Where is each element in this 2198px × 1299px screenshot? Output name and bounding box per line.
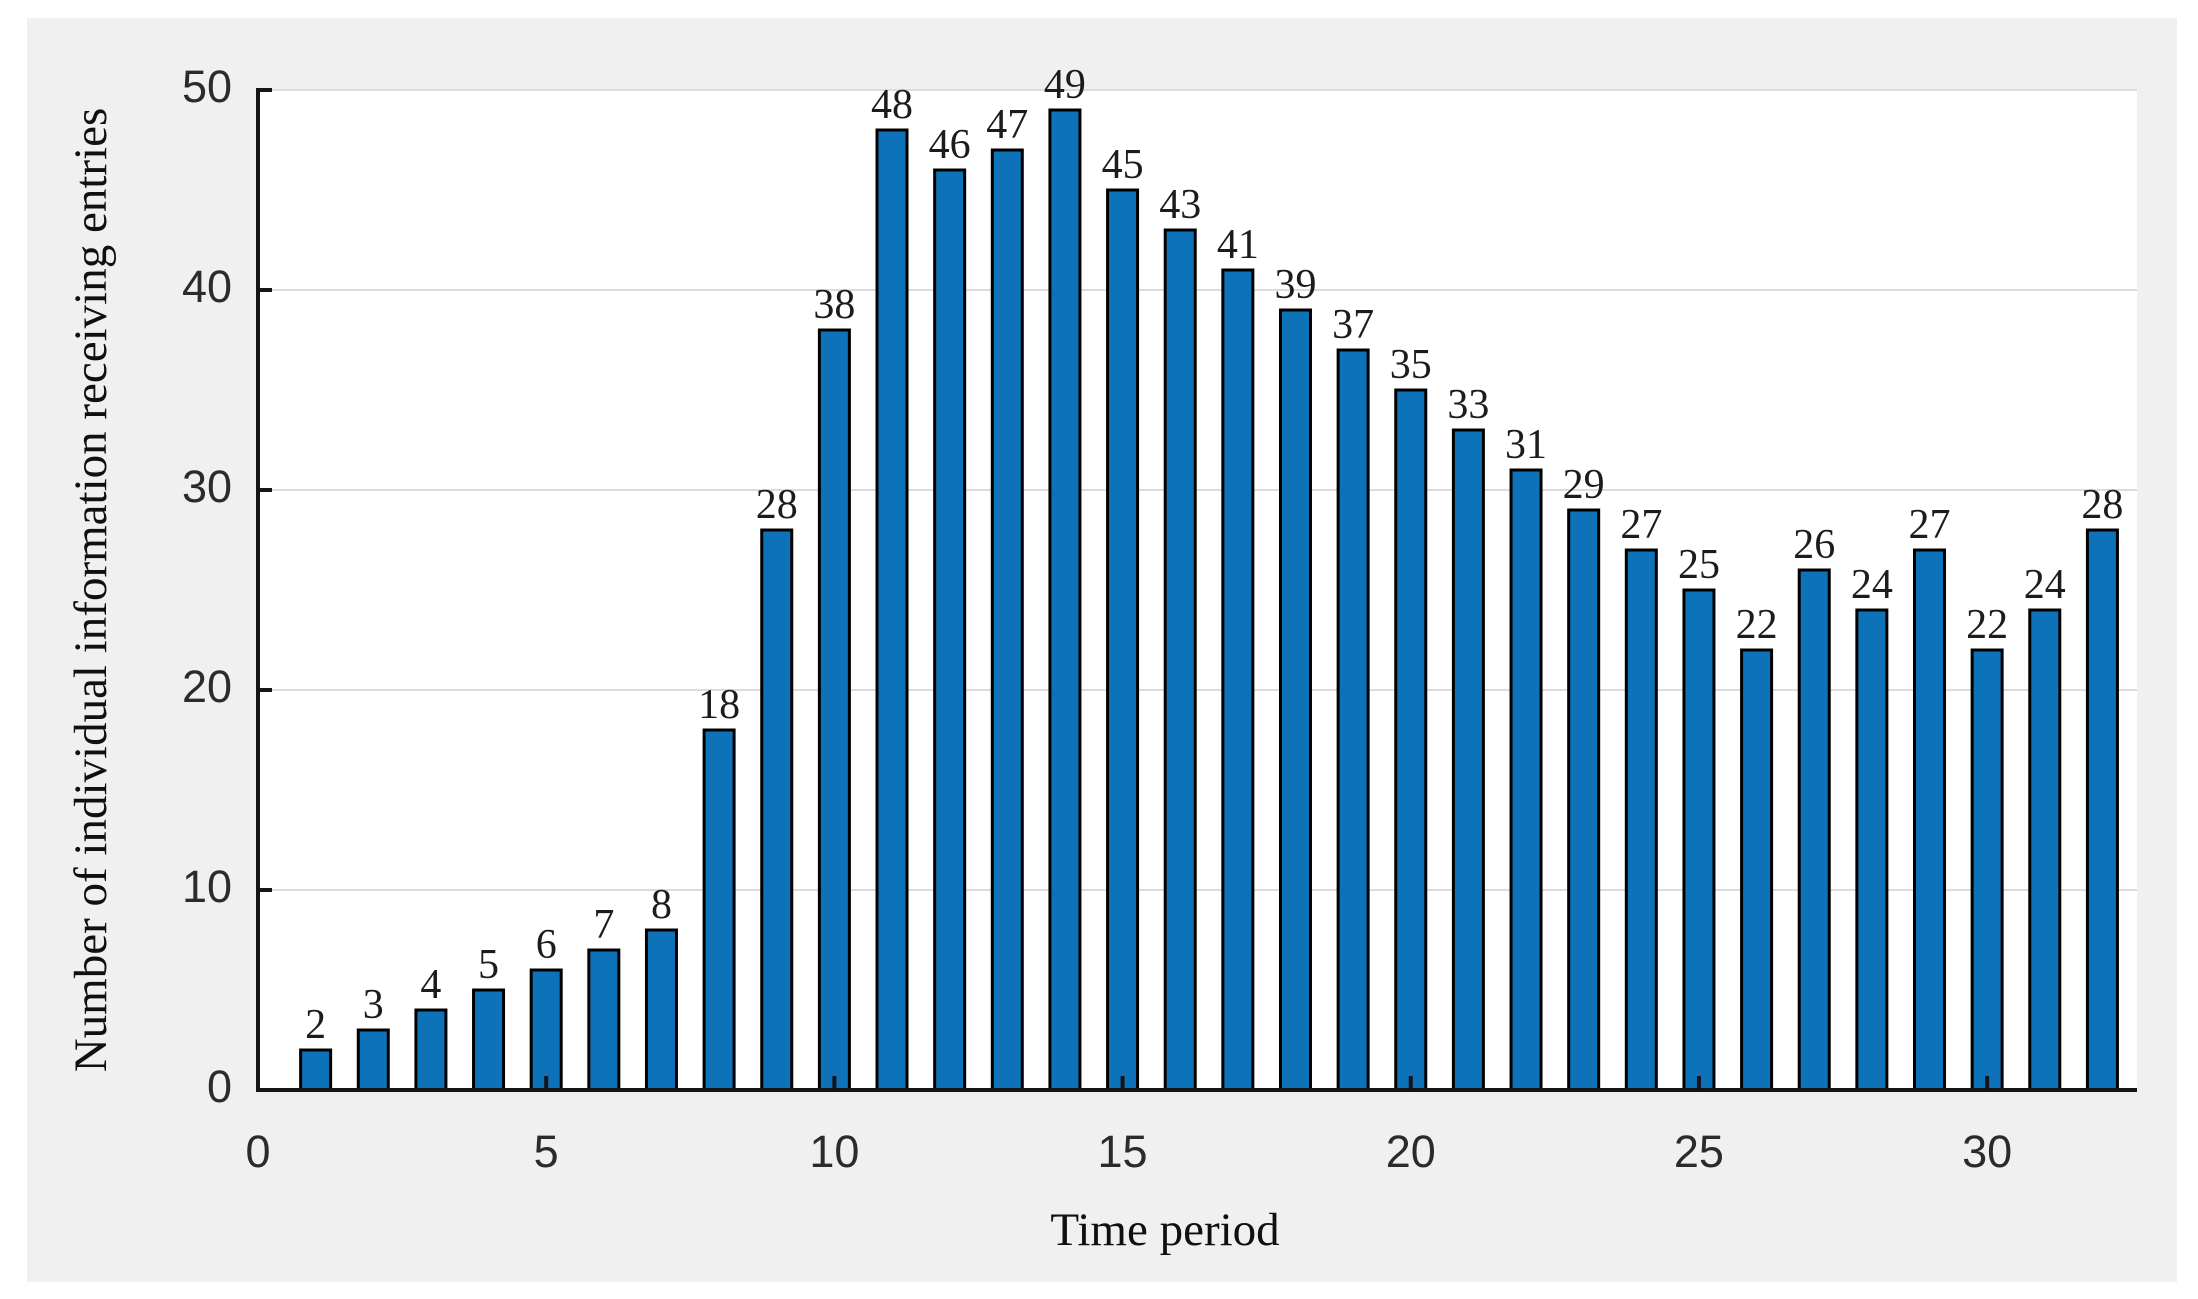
bar-value-label: 5 [478,942,499,988]
bar [644,928,678,1092]
x-tick-label: 25 [1674,1126,1724,1177]
bar-value-label: 24 [2024,562,2066,608]
bar-value-label: 2 [305,1002,326,1048]
bar-value-label: 35 [1390,342,1432,388]
bar [1797,568,1831,1092]
bar-value-label: 25 [1678,542,1720,588]
bar-value-label: 48 [871,82,913,128]
bar [1624,548,1658,1092]
bar-value-label: 18 [698,682,740,728]
bar [1740,648,1774,1092]
y-axis-title: Number of individual information receivi… [65,108,117,1073]
bar-value-label: 29 [1563,462,1605,508]
bar [587,948,621,1092]
bar-value-label: 6 [536,922,557,968]
y-tick-label: 10 [182,861,232,912]
x-axis-title: Time period [1050,1204,1279,1256]
x-tick-label: 0 [245,1126,270,1177]
bar [1913,548,1947,1092]
bar [1394,388,1428,1092]
bar [817,328,851,1092]
x-tick-label: 30 [1962,1126,2012,1177]
bar [1509,468,1543,1092]
y-tick-label: 0 [207,1061,232,1112]
bar [1278,308,1312,1092]
bar [356,1028,390,1092]
bar [1567,508,1601,1092]
bar-value-label: 38 [813,282,855,328]
bar [1106,188,1140,1092]
x-tick-labels: 0 5 10 15 20 25 30 [245,1126,2012,1177]
bar-value-label: 24 [1851,562,1893,608]
bar-value-label: 33 [1447,382,1489,428]
bar [1163,228,1197,1092]
y-tick-label: 40 [182,261,232,312]
bar [1048,108,1082,1092]
y-tick-label: 50 [182,61,232,112]
y-tick-label: 30 [182,461,232,512]
bar-value-label: 4 [420,962,441,1008]
bar-value-label: 7 [593,902,614,948]
bar [933,168,967,1092]
tick-marks [256,88,1990,1092]
bar-value-label: 39 [1274,262,1316,308]
bar-value-label: 41 [1217,222,1259,268]
bar-value-label: 28 [2081,482,2123,528]
bar-value-label: 45 [1102,142,1144,188]
bar [299,1048,333,1092]
bar [1336,348,1370,1092]
bar [529,968,563,1092]
bar-value-label: 22 [1736,602,1778,648]
bar-value-label: 27 [1909,502,1951,548]
x-tick-label: 15 [1098,1126,1148,1177]
bar [1970,648,2004,1092]
bar-value-label: 22 [1966,602,2008,648]
bar [1682,588,1716,1092]
bar-value-label: 26 [1793,522,1835,568]
x-tick-label: 20 [1386,1126,1436,1177]
bar-value-label: 8 [651,882,672,928]
bar [414,1008,448,1092]
x-tick-label: 10 [809,1126,859,1177]
bar [702,728,736,1092]
bar [875,128,909,1092]
bar-value-label: 27 [1620,502,1662,548]
bar-value-label: 43 [1159,182,1201,228]
bar [760,528,794,1092]
y-tick-label: 20 [182,661,232,712]
bar-value-label: 49 [1044,62,1086,108]
bar [1451,428,1485,1092]
bar-value-label: 37 [1332,302,1374,348]
bar [1855,608,1889,1092]
bar-value-label: 28 [756,482,798,528]
bar [472,988,506,1092]
bar [2028,608,2062,1092]
bar [1221,268,1255,1092]
bar [990,148,1024,1092]
y-tick-labels: 0 10 20 30 40 50 [182,61,232,1112]
bar [2085,528,2119,1092]
x-tick-label: 5 [534,1126,559,1177]
bar-value-label: 3 [363,982,384,1028]
bar-value-label: 31 [1505,422,1547,468]
bar-value-label: 47 [986,102,1028,148]
bar-value-label: 46 [929,122,971,168]
